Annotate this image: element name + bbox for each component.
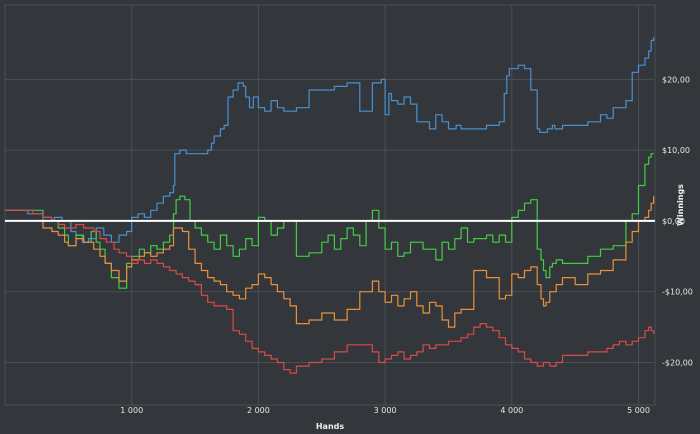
x-tick-label-5: 5 000 [627, 406, 650, 415]
series-line-1 [5, 36, 655, 243]
x-tick-label-3: 3 000 [374, 406, 397, 415]
tick-labels: 1 000 2 000 3 000 4 000 5 000 $20,00 $10,00 $0,… [120, 75, 693, 415]
x-tick-label-4: 4 000 [500, 406, 523, 415]
series-line-4 [5, 209, 655, 374]
y-axis-title: Winnings [676, 184, 685, 226]
series-line-3 [5, 196, 655, 328]
x-axis-title: Hands [316, 422, 345, 431]
y-tick-label-5: -$20,00 [662, 359, 693, 368]
y-tick-label-4: -$10,00 [662, 288, 693, 297]
plot-border [4, 4, 656, 406]
series-line-2 [5, 153, 654, 289]
y-tick-label-1: $20,00 [662, 75, 690, 84]
x-tick-label-2: 2 000 [247, 406, 270, 415]
series-lines [5, 36, 655, 374]
x-tick-label-1: 1 000 [120, 406, 143, 415]
y-tick-label-2: $10,00 [662, 146, 690, 155]
y-tick-label-3: $0,00 [662, 217, 685, 226]
